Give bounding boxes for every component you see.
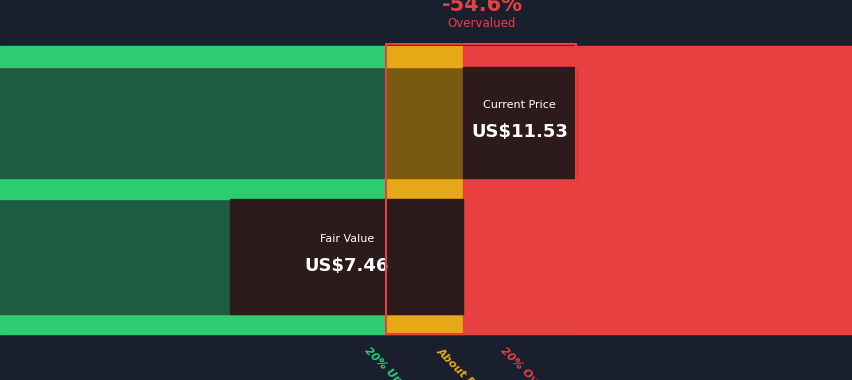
Bar (463, 66, 852, 178)
Bar (0, 46, 386, 66)
Bar (386, 314, 463, 334)
Bar (463, 46, 852, 66)
Bar (386, 198, 463, 314)
Text: 20% Overvalued: 20% Overvalued (498, 346, 578, 380)
Bar (463, 66, 575, 178)
Bar (230, 198, 463, 314)
Bar (386, 46, 463, 66)
Bar (386, 44, 575, 334)
Bar (0, 198, 386, 314)
Text: US$11.53: US$11.53 (470, 123, 567, 141)
Text: Current Price: Current Price (482, 100, 556, 110)
Bar (386, 66, 463, 178)
Bar (463, 178, 852, 198)
Text: About Right: About Right (435, 346, 494, 380)
Bar (463, 314, 852, 334)
Bar (463, 198, 852, 314)
Bar (0, 178, 386, 198)
Bar (386, 178, 463, 198)
Text: -54.6%: -54.6% (441, 0, 521, 15)
Bar (0, 66, 386, 178)
Text: Fair Value: Fair Value (320, 234, 373, 244)
Text: 20% Undervalued: 20% Undervalued (362, 346, 446, 380)
Text: US$7.46: US$7.46 (304, 256, 389, 274)
Bar (0, 314, 386, 334)
Text: Overvalued: Overvalued (447, 17, 515, 30)
